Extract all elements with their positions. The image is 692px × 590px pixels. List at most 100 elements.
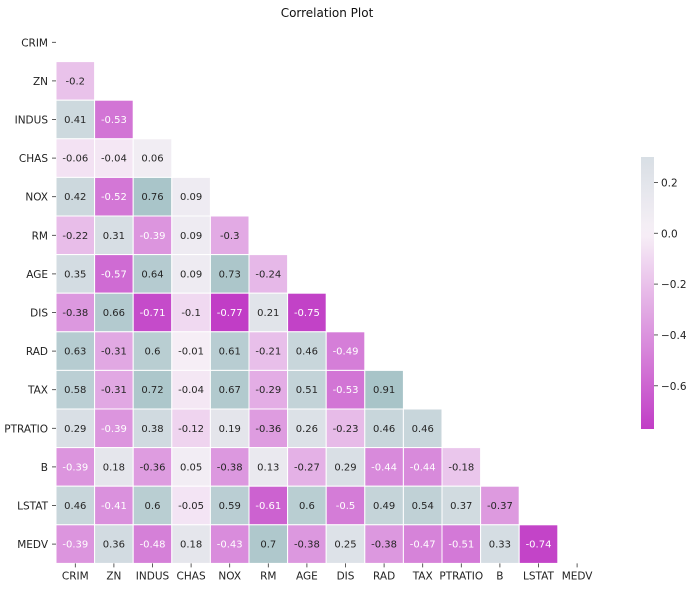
heatmap-cell bbox=[209, 408, 250, 449]
cell-value-label: -0.37 bbox=[487, 501, 513, 512]
heatmap-cell bbox=[364, 524, 404, 564]
heatmap-cell bbox=[248, 524, 289, 564]
cell-value-label: 0.61 bbox=[219, 347, 241, 358]
cell-value-label: -0.38 bbox=[294, 540, 320, 551]
cell-value-label: -0.77 bbox=[217, 308, 243, 319]
cell-value-label: -0.36 bbox=[255, 424, 281, 435]
cell-value-label: 0.29 bbox=[64, 424, 86, 435]
cell-value-label: 0.58 bbox=[64, 385, 86, 396]
y-tick-label: RM bbox=[32, 230, 48, 242]
heatmap-annotations: -0.2 0.41 -0.53 -0.06 -0.04 0.06 0.42 -0.52 0.76… bbox=[62, 76, 551, 550]
cell-value-label: -0.36 bbox=[140, 462, 166, 473]
colorbar-ticks: 0.2 0.0 −0.2 −0.4 −0.6 bbox=[654, 177, 687, 393]
cell-value-label: -0.01 bbox=[178, 347, 204, 358]
cell-value-label: 0.46 bbox=[373, 424, 395, 435]
cell-value-label: -0.41 bbox=[101, 501, 127, 512]
cell-value-label: 0.33 bbox=[489, 540, 511, 551]
cell-value-label: -0.53 bbox=[333, 385, 359, 396]
heatmap-cell bbox=[364, 447, 404, 487]
heatmap-cell bbox=[364, 408, 404, 449]
cell-value-label: -0.52 bbox=[101, 192, 127, 203]
heatmap-cells bbox=[55, 61, 559, 564]
y-tick-label: TAX bbox=[27, 385, 48, 397]
heatmap-cell bbox=[248, 447, 289, 487]
cell-value-label: 0.21 bbox=[257, 308, 279, 319]
heatmap-cell bbox=[480, 485, 520, 526]
cell-value-label: -0.18 bbox=[448, 462, 474, 473]
heatmap-cell bbox=[55, 524, 96, 564]
cell-value-label: -0.39 bbox=[101, 424, 127, 435]
cell-value-label: -0.5 bbox=[336, 501, 356, 512]
cell-value-label: -0.48 bbox=[140, 540, 166, 551]
cell-value-label: -0.44 bbox=[410, 462, 436, 473]
cell-value-label: -0.61 bbox=[255, 501, 281, 512]
cell-value-label: 0.36 bbox=[103, 540, 125, 551]
cell-value-label: -0.38 bbox=[371, 540, 397, 551]
heatmap-cell bbox=[55, 485, 96, 526]
cell-value-label: 0.42 bbox=[64, 192, 86, 203]
cell-value-label: 0.18 bbox=[103, 462, 125, 473]
heatmap-cell bbox=[55, 408, 96, 449]
heatmap-cell bbox=[132, 331, 173, 371]
x-axis-ticks: CRIM ZN INDUS CHAS NOX RM AGE DIS RAD TAX PTRATIO B… bbox=[62, 563, 593, 582]
heatmap-cell bbox=[94, 176, 134, 217]
cell-value-label: 0.7 bbox=[260, 540, 276, 551]
heatmap-cell bbox=[248, 369, 289, 410]
cell-value-label: 0.91 bbox=[373, 385, 395, 396]
colorbar-tick-label: 0.2 bbox=[661, 177, 678, 189]
heatmap-cell bbox=[441, 485, 482, 526]
heatmap-cell bbox=[171, 408, 211, 449]
cell-value-label: -0.43 bbox=[217, 540, 243, 551]
cell-value-label: -0.75 bbox=[294, 308, 320, 319]
cell-value-label: 0.6 bbox=[145, 501, 161, 512]
cell-value-label: 0.29 bbox=[334, 462, 356, 473]
cell-value-label: -0.51 bbox=[448, 540, 474, 551]
cell-value-label: -0.38 bbox=[217, 462, 243, 473]
heatmap-cell bbox=[171, 447, 211, 487]
x-tick-label: NOX bbox=[218, 570, 241, 582]
x-tick-label: AGE bbox=[296, 570, 318, 582]
cell-value-label: -0.12 bbox=[178, 424, 204, 435]
cell-value-label: -0.3 bbox=[220, 231, 240, 242]
x-tick-label: RAD bbox=[373, 570, 395, 582]
cell-value-label: 0.6 bbox=[145, 347, 161, 358]
cell-value-label: -0.21 bbox=[255, 347, 281, 358]
cell-value-label: -0.27 bbox=[294, 462, 320, 473]
heatmap-cell bbox=[441, 524, 482, 564]
heatmap-cell bbox=[132, 524, 173, 564]
cell-value-label: -0.39 bbox=[62, 462, 88, 473]
cell-value-label: -0.22 bbox=[62, 231, 88, 242]
x-tick-label: B bbox=[496, 570, 503, 582]
heatmap-cell bbox=[325, 524, 366, 564]
cell-value-label: 0.35 bbox=[64, 269, 86, 280]
heatmap-cell bbox=[55, 99, 96, 140]
cell-value-label: 0.06 bbox=[141, 154, 163, 165]
cell-value-label: -0.53 bbox=[101, 115, 127, 126]
heatmap-cell bbox=[55, 369, 96, 410]
cell-value-label: 0.09 bbox=[180, 269, 202, 280]
heatmap-cell bbox=[132, 254, 173, 294]
cell-value-label: 0.59 bbox=[219, 501, 241, 512]
cell-value-label: 0.18 bbox=[180, 540, 202, 551]
colorbar: 0.2 0.0 −0.2 −0.4 −0.6 bbox=[641, 157, 687, 429]
cell-value-label: 0.46 bbox=[64, 501, 86, 512]
chart-title: Correlation Plot bbox=[281, 6, 374, 20]
cell-value-label: 0.46 bbox=[412, 424, 434, 435]
x-tick-label: CHAS bbox=[177, 570, 206, 582]
cell-value-label: 0.72 bbox=[141, 385, 163, 396]
y-tick-label: LSTAT bbox=[17, 501, 48, 513]
heatmap-cell bbox=[94, 215, 134, 256]
cell-value-label: 0.09 bbox=[180, 231, 202, 242]
cell-value-label: 0.05 bbox=[180, 462, 202, 473]
cell-value-label: 0.49 bbox=[373, 501, 395, 512]
heatmap-cell bbox=[171, 215, 211, 256]
heatmap-cell bbox=[132, 138, 173, 178]
cell-value-label: 0.19 bbox=[219, 424, 241, 435]
y-tick-label: DIS bbox=[30, 308, 48, 320]
colorbar-tick-label: −0.4 bbox=[661, 330, 687, 342]
cell-value-label: -0.1 bbox=[181, 308, 201, 319]
cell-value-label: -0.2 bbox=[66, 76, 86, 87]
cell-value-label: -0.31 bbox=[101, 385, 127, 396]
cell-value-label: -0.38 bbox=[62, 308, 88, 319]
heatmap-cell bbox=[364, 485, 404, 526]
